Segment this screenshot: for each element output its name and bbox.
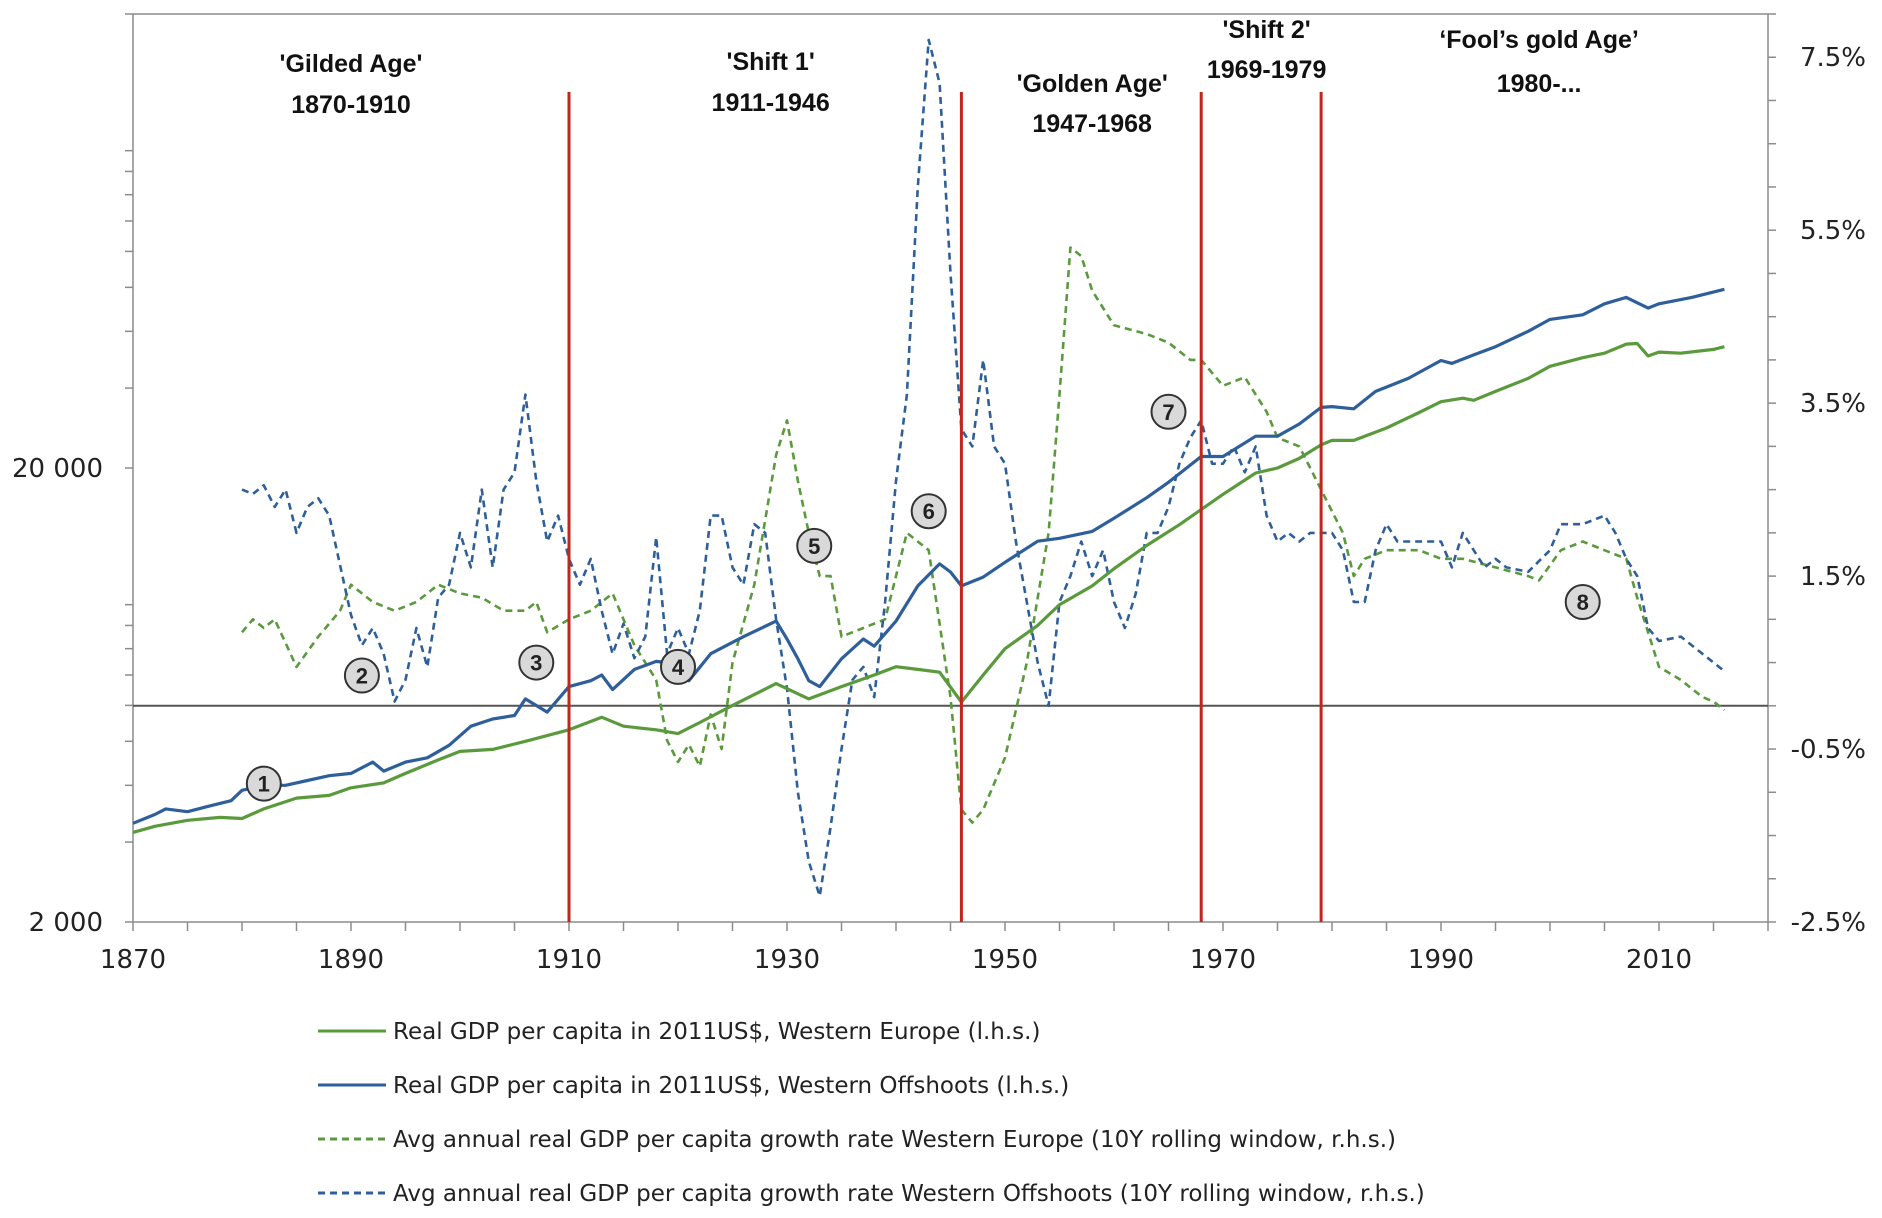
left-axis: 2 000 20 000	[12, 13, 133, 938]
marker-number: 5	[808, 534, 820, 559]
marker-circle	[245, 765, 282, 802]
era-labels: 'Gilded Age' 1870-1910 'Shift 1' 1911-1946 '…	[280, 16, 1639, 138]
era-years: 1980-...	[1497, 70, 1582, 98]
x-axis-tick-label: 1890	[318, 945, 384, 975]
legend-label-1: Real GDP per capita in 2011US$, Western …	[393, 1019, 1040, 1045]
series-group	[132, 38, 1726, 898]
era-name: 'Golden Age'	[1017, 70, 1168, 98]
right-axis: 7.5% 5.5% 3.5% 1.5% -0.5% -2.5%	[1768, 13, 1866, 938]
right-axis-tick-label: 1.5%	[1800, 562, 1866, 592]
marker-circle	[660, 648, 696, 685]
x-axis-tick-label: 1950	[972, 945, 1038, 975]
marker-number: 4	[672, 655, 685, 680]
era-years: 1911-1946	[712, 89, 830, 117]
marker-number: 7	[1162, 400, 1174, 425]
era-years: 1969-1979	[1207, 56, 1327, 84]
left-axis-tick-label: 20 000	[12, 454, 103, 484]
legend-label-2: Real GDP per capita in 2011US$, Western …	[393, 1073, 1069, 1099]
x-axis-tick-label: 1990	[1408, 945, 1474, 975]
right-axis-tick-label: 3.5%	[1800, 389, 1866, 419]
era-name: 'Shift 2'	[1222, 16, 1310, 44]
right-axis-tick-label: 7.5%	[1800, 43, 1866, 73]
right-axis-tick-label: -2.5%	[1791, 908, 1866, 938]
x-axis-tick-label: 1930	[754, 945, 820, 975]
series-line-1	[132, 341, 1725, 834]
series-line-4	[241, 38, 1726, 898]
series-line-3	[241, 246, 1726, 824]
marker-circle	[1150, 393, 1187, 430]
marker-number: 8	[1577, 590, 1589, 615]
marker-number: 1	[258, 772, 270, 797]
marker-circle	[910, 493, 947, 530]
era-name: 'Shift 1'	[727, 48, 815, 76]
x-axis-tick-label: 1870	[100, 945, 166, 975]
x-axis-tick-label: 2010	[1626, 945, 1692, 975]
legend-label-3: Avg annual real GDP per capita growth ra…	[393, 1127, 1396, 1153]
marker-circle	[1564, 584, 1601, 621]
era-years: 1947-1968	[1032, 110, 1152, 138]
legend-label-4: Avg annual real GDP per capita growth ra…	[393, 1181, 1425, 1207]
x-axis-tick-label: 1970	[1190, 945, 1256, 975]
series-line-2	[132, 287, 1725, 825]
era-years: 1870-1910	[291, 91, 411, 119]
marker-number: 6	[923, 499, 935, 524]
left-axis-tick-label: 2 000	[29, 908, 103, 938]
marker-number: 3	[530, 651, 542, 676]
right-axis-tick-label: -0.5%	[1791, 735, 1866, 765]
marker-number: 2	[356, 664, 368, 689]
marker-circle	[518, 644, 555, 681]
era-name: 'Gilded Age'	[280, 50, 423, 78]
x-axis: 1870 1890 1910 1930 1950 1970 1990 2010	[100, 922, 1769, 975]
plot-border	[132, 13, 1769, 923]
numbered-markers: 1 2 3 4 5 6 7 8	[245, 393, 1601, 802]
plot-frame	[132, 13, 1769, 923]
era-dividers	[567, 92, 1323, 922]
era-name: ‘Fool’s gold Age’	[1439, 26, 1639, 54]
right-axis-tick-label: 5.5%	[1800, 216, 1866, 246]
marker-circle	[343, 657, 380, 694]
legend: Real GDP per capita in 2011US$, Western …	[318, 1019, 1425, 1207]
x-axis-tick-label: 1910	[536, 945, 602, 975]
marker-circle	[796, 527, 833, 564]
